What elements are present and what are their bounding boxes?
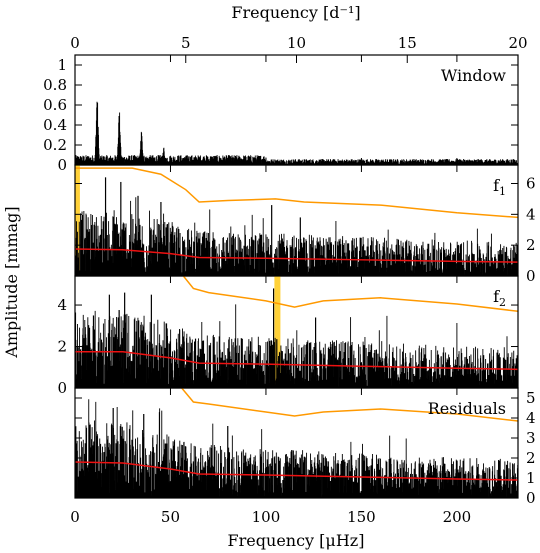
panel-label: Residuals: [428, 399, 506, 418]
panel-plot-area: [75, 388, 518, 498]
y-tick-label: 6: [526, 175, 536, 193]
panel-label: Window: [441, 66, 506, 85]
frequency-highlight-band: [75, 165, 80, 276]
y-tick-label: 0.4: [43, 116, 67, 134]
significance-threshold-curve: [75, 167, 518, 219]
panel-label-subscript: 2: [499, 296, 506, 309]
y-tick-label: 2: [526, 236, 536, 254]
amplitude-spectrum: [75, 304, 518, 388]
y-tick-label: 4: [57, 296, 67, 314]
panel-plot-area: [75, 101, 518, 165]
bottom-x-tick-label: 200: [443, 508, 472, 526]
y-tick-label: 5: [526, 389, 536, 407]
amplitude-spectrum: [75, 399, 518, 498]
panel-f1: 0 2 4 6 f1: [74, 164, 536, 285]
mean-noise-curve: [75, 461, 518, 481]
top-x-tick-label: 10: [287, 34, 306, 52]
bottom-x-tick-label: 100: [252, 508, 281, 526]
panel-residuals: 0 1 2 3 4 5 Residuals: [74, 387, 536, 507]
amplitude-spectrum: [75, 101, 518, 165]
y-tick-label: 2: [57, 338, 67, 356]
bottom-axis: 0 50 100 150 200: [70, 508, 471, 526]
top-axis: 0 5 10 15 20: [70, 34, 528, 63]
significance-threshold-curve: [182, 276, 518, 313]
y-tick-label: 4: [526, 205, 536, 223]
top-x-tick-label: 0: [70, 34, 80, 52]
y-tick-label: 0: [57, 379, 67, 397]
y-tick-label: 0: [526, 489, 536, 507]
bottom-x-tick-label: 50: [161, 508, 180, 526]
top-x-tick-label: 20: [508, 34, 527, 52]
panel-label: f1: [493, 176, 506, 198]
panel-label-text: f: [493, 287, 500, 306]
top-axis-title: Frequency [d⁻¹]: [231, 3, 360, 22]
panel-window: 0 0.2 0.4 0.6 0.8 1 Window: [43, 54, 519, 174]
y-tick-label: 0.8: [43, 76, 67, 94]
panel-label-text: f: [493, 176, 500, 195]
y-tick-label: 1: [57, 56, 67, 74]
y-tick-label: 3: [526, 429, 536, 447]
panel-f2: 024 f2: [57, 275, 519, 397]
y-tick-label: 0: [57, 156, 67, 174]
y-tick-label: 1: [526, 469, 536, 487]
mean-noise-curve: [75, 248, 518, 263]
panel-plot-area: [75, 165, 518, 276]
y-tick-label: 0: [526, 267, 536, 285]
panel-label-text: Window: [441, 66, 506, 85]
panel-plot-area: [75, 276, 518, 388]
amplitude-spectrum: [75, 197, 518, 276]
bottom-axis-title: Frequency [μHz]: [228, 531, 365, 550]
panel-label: f2: [493, 287, 506, 309]
mean-noise-curve: [75, 350, 518, 371]
y-tick-label: 2: [526, 449, 536, 467]
frequency-highlight-band: [274, 276, 281, 388]
panel-frame: [74, 387, 519, 499]
top-x-tick-label: 15: [398, 34, 417, 52]
y-tick-label: 0.6: [43, 96, 67, 114]
panel-label-subscript: 1: [499, 185, 506, 198]
panel-label-text: Residuals: [428, 399, 506, 418]
top-x-tick-label: 5: [181, 34, 191, 52]
bottom-x-tick-label: 150: [347, 508, 376, 526]
y-tick-label: 4: [526, 409, 536, 427]
significance-threshold-curve: [180, 388, 518, 422]
y-tick-label: 0.2: [43, 136, 67, 154]
bottom-x-tick-label: 0: [70, 508, 80, 526]
y-axis-title: Amplitude [mmag]: [2, 206, 21, 358]
